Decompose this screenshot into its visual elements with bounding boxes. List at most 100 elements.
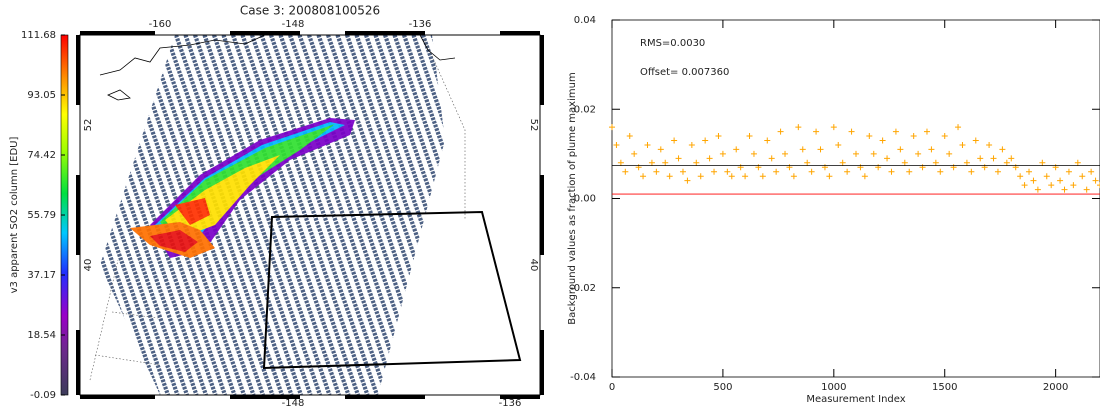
data-point [1021, 182, 1028, 189]
lat-label: 52 [528, 119, 539, 132]
data-point [1079, 173, 1086, 180]
data-point [928, 146, 935, 153]
swath-strip [240, 35, 370, 395]
lat-label: 40 [83, 259, 94, 272]
data-point [706, 155, 713, 162]
data-point [844, 168, 851, 175]
colorbar-tick-label: 18.54 [27, 330, 56, 341]
data-point [853, 150, 859, 157]
data-point [613, 141, 620, 148]
data-point [897, 146, 904, 153]
colorbar-tick-label: 37.17 [27, 270, 56, 281]
data-point [719, 150, 726, 157]
data-point [715, 133, 722, 140]
swath-strip [174, 35, 303, 395]
data-point [684, 177, 691, 184]
swath-strip [183, 35, 313, 395]
data-point [631, 150, 638, 157]
data-point [981, 164, 988, 171]
data-point [950, 164, 957, 171]
data-point [679, 168, 686, 175]
data-point [866, 133, 873, 140]
data-point [861, 173, 868, 180]
data-point [737, 164, 744, 171]
data-point [768, 155, 775, 162]
data-point [1039, 159, 1046, 166]
colorbar-label: v3 apparent SO2 column [EDU] [9, 137, 20, 294]
data-point [711, 168, 718, 175]
analysis-box [262, 210, 522, 370]
data-point [657, 146, 664, 153]
swath-strip [100, 35, 199, 395]
data-point [972, 137, 979, 144]
data-point [977, 155, 984, 162]
data-point [999, 146, 1006, 153]
data-point [1065, 168, 1072, 175]
y-tick-label: 0.00 [574, 194, 596, 205]
data-point [990, 155, 997, 162]
swath-strip [221, 35, 351, 395]
data-point [648, 159, 655, 166]
data-point [755, 164, 762, 171]
data-point [671, 137, 678, 144]
data-point [750, 150, 757, 157]
data-point [879, 137, 886, 144]
data-point [813, 128, 820, 135]
data-point [830, 124, 837, 131]
data-point [1092, 177, 1099, 184]
data-point [773, 168, 780, 175]
data-point [937, 168, 944, 175]
lon-label: -136 [409, 19, 432, 30]
annotation: RMS=0.0030 [640, 38, 705, 49]
x-tick-label: 1500 [932, 382, 957, 393]
data-point [923, 128, 930, 135]
data-point [1008, 155, 1015, 162]
data-point [759, 173, 766, 180]
data-point [1012, 164, 1019, 171]
data-point [932, 159, 939, 166]
data-point [808, 168, 815, 175]
swath-strip [231, 35, 360, 395]
data-point [697, 173, 704, 180]
data-point [626, 133, 633, 140]
data-point [1061, 186, 1068, 193]
x-axis-label: Measurement Index [806, 394, 905, 405]
data-point [1083, 186, 1090, 193]
swath-strip [212, 35, 341, 395]
data-point [1017, 173, 1024, 180]
data-point [635, 164, 642, 171]
data-point [777, 128, 784, 135]
colorbar-tick-label: 55.79 [27, 210, 56, 221]
data-point [786, 164, 793, 171]
colorbar-tick-label: -0.09 [30, 390, 56, 401]
data-point [1034, 186, 1041, 193]
data-point [848, 128, 855, 135]
data-point [986, 141, 993, 148]
data-point [653, 168, 660, 175]
data-point [746, 133, 753, 140]
data-point [804, 159, 811, 166]
x-tick-label: 0 [609, 382, 615, 393]
data-point [666, 173, 673, 180]
data-point [782, 150, 789, 157]
y-tick-label: -0.02 [570, 283, 596, 294]
data-point [994, 168, 1001, 175]
map-title: Case 3: 200808100526 [240, 4, 380, 18]
swath-strip [100, 35, 218, 395]
data-point [817, 146, 824, 153]
data-point [742, 173, 749, 180]
swath-strip [100, 35, 161, 395]
data-point [959, 141, 966, 148]
data-point [724, 168, 731, 175]
data-point [870, 150, 877, 157]
swath-strip [100, 35, 208, 395]
data-point [821, 164, 828, 171]
data-point [963, 159, 970, 166]
data-point [1026, 168, 1033, 175]
data-point [941, 133, 948, 140]
data-point [857, 164, 864, 171]
data-point [839, 159, 846, 166]
lat-label: 52 [83, 119, 94, 132]
data-point [1048, 182, 1055, 189]
